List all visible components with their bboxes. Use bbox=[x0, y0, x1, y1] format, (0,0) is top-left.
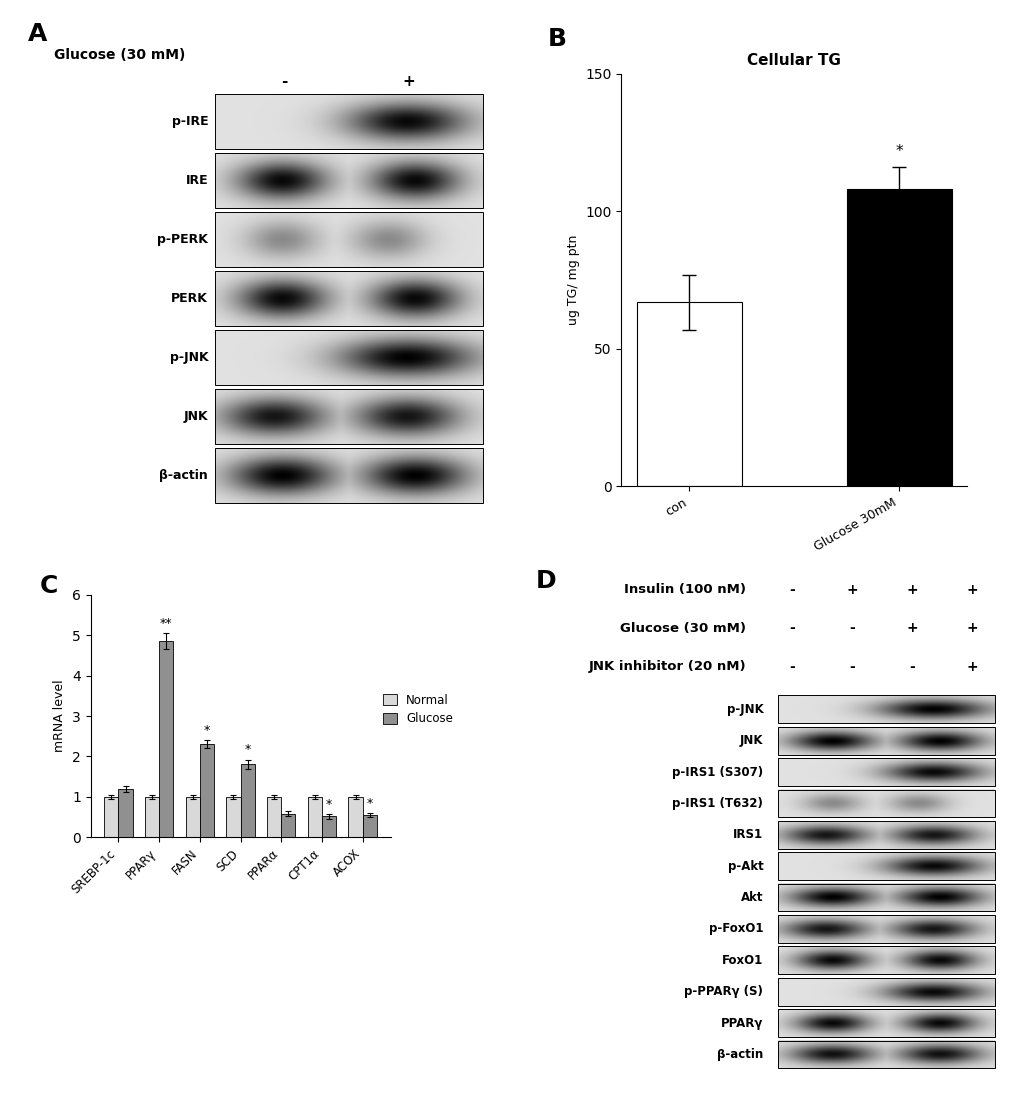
Bar bbox=[777, 1041, 994, 1068]
Text: -: - bbox=[848, 621, 854, 635]
Text: +: + bbox=[403, 74, 415, 89]
Text: C: C bbox=[40, 575, 58, 598]
Bar bbox=[777, 915, 994, 943]
Text: p-IRS1 (S307): p-IRS1 (S307) bbox=[672, 766, 762, 778]
Text: FoxO1: FoxO1 bbox=[721, 954, 762, 966]
Text: +: + bbox=[965, 582, 977, 597]
Text: +: + bbox=[905, 582, 917, 597]
Text: p-PERK: p-PERK bbox=[157, 234, 208, 246]
Bar bbox=[777, 758, 994, 786]
Text: p-FoxO1: p-FoxO1 bbox=[708, 922, 762, 935]
Text: p-PPARγ (S): p-PPARγ (S) bbox=[684, 985, 762, 999]
Text: -: - bbox=[789, 621, 794, 635]
Text: p-IRE: p-IRE bbox=[171, 115, 208, 128]
Text: p-JNK: p-JNK bbox=[726, 703, 762, 716]
Text: p-Akt: p-Akt bbox=[727, 860, 762, 872]
Bar bbox=[215, 94, 482, 149]
Bar bbox=[777, 695, 994, 723]
Text: p-JNK: p-JNK bbox=[169, 351, 208, 364]
Text: +: + bbox=[965, 660, 977, 674]
Text: Akt: Akt bbox=[740, 891, 762, 904]
Text: p-IRS1 (T632): p-IRS1 (T632) bbox=[672, 797, 762, 810]
Text: D: D bbox=[535, 569, 556, 593]
Text: +: + bbox=[846, 582, 857, 597]
Text: -: - bbox=[281, 74, 287, 89]
Text: PPARγ: PPARγ bbox=[720, 1016, 762, 1030]
Bar bbox=[215, 448, 482, 503]
Text: JNK: JNK bbox=[183, 410, 208, 423]
Text: β-actin: β-actin bbox=[159, 469, 208, 482]
Text: A: A bbox=[29, 22, 48, 46]
Bar bbox=[777, 821, 994, 849]
Bar bbox=[777, 1010, 994, 1037]
Text: -: - bbox=[908, 660, 914, 674]
Text: -: - bbox=[848, 660, 854, 674]
Bar bbox=[215, 390, 482, 444]
Text: -: - bbox=[789, 582, 794, 597]
Bar bbox=[215, 330, 482, 385]
Text: +: + bbox=[905, 621, 917, 635]
Bar bbox=[777, 727, 994, 755]
Text: JNK inhibitor (20 nM): JNK inhibitor (20 nM) bbox=[588, 661, 745, 673]
Bar bbox=[777, 852, 994, 880]
Text: Glucose (30 mM): Glucose (30 mM) bbox=[54, 48, 184, 62]
Text: β-actin: β-actin bbox=[716, 1048, 762, 1061]
Bar bbox=[215, 213, 482, 267]
Text: +: + bbox=[965, 621, 977, 635]
Bar bbox=[777, 946, 994, 974]
Text: Insulin (100 nM): Insulin (100 nM) bbox=[624, 583, 745, 596]
Text: B: B bbox=[547, 28, 566, 51]
Bar bbox=[777, 883, 994, 911]
Text: JNK: JNK bbox=[739, 734, 762, 747]
Bar bbox=[777, 789, 994, 817]
Text: -: - bbox=[789, 660, 794, 674]
Text: IRE: IRE bbox=[185, 174, 208, 187]
Text: IRS1: IRS1 bbox=[733, 828, 762, 841]
Bar bbox=[215, 154, 482, 208]
Text: PERK: PERK bbox=[171, 292, 208, 306]
Bar bbox=[777, 977, 994, 1005]
Bar bbox=[215, 271, 482, 327]
Text: Glucose (30 mM): Glucose (30 mM) bbox=[620, 622, 745, 634]
